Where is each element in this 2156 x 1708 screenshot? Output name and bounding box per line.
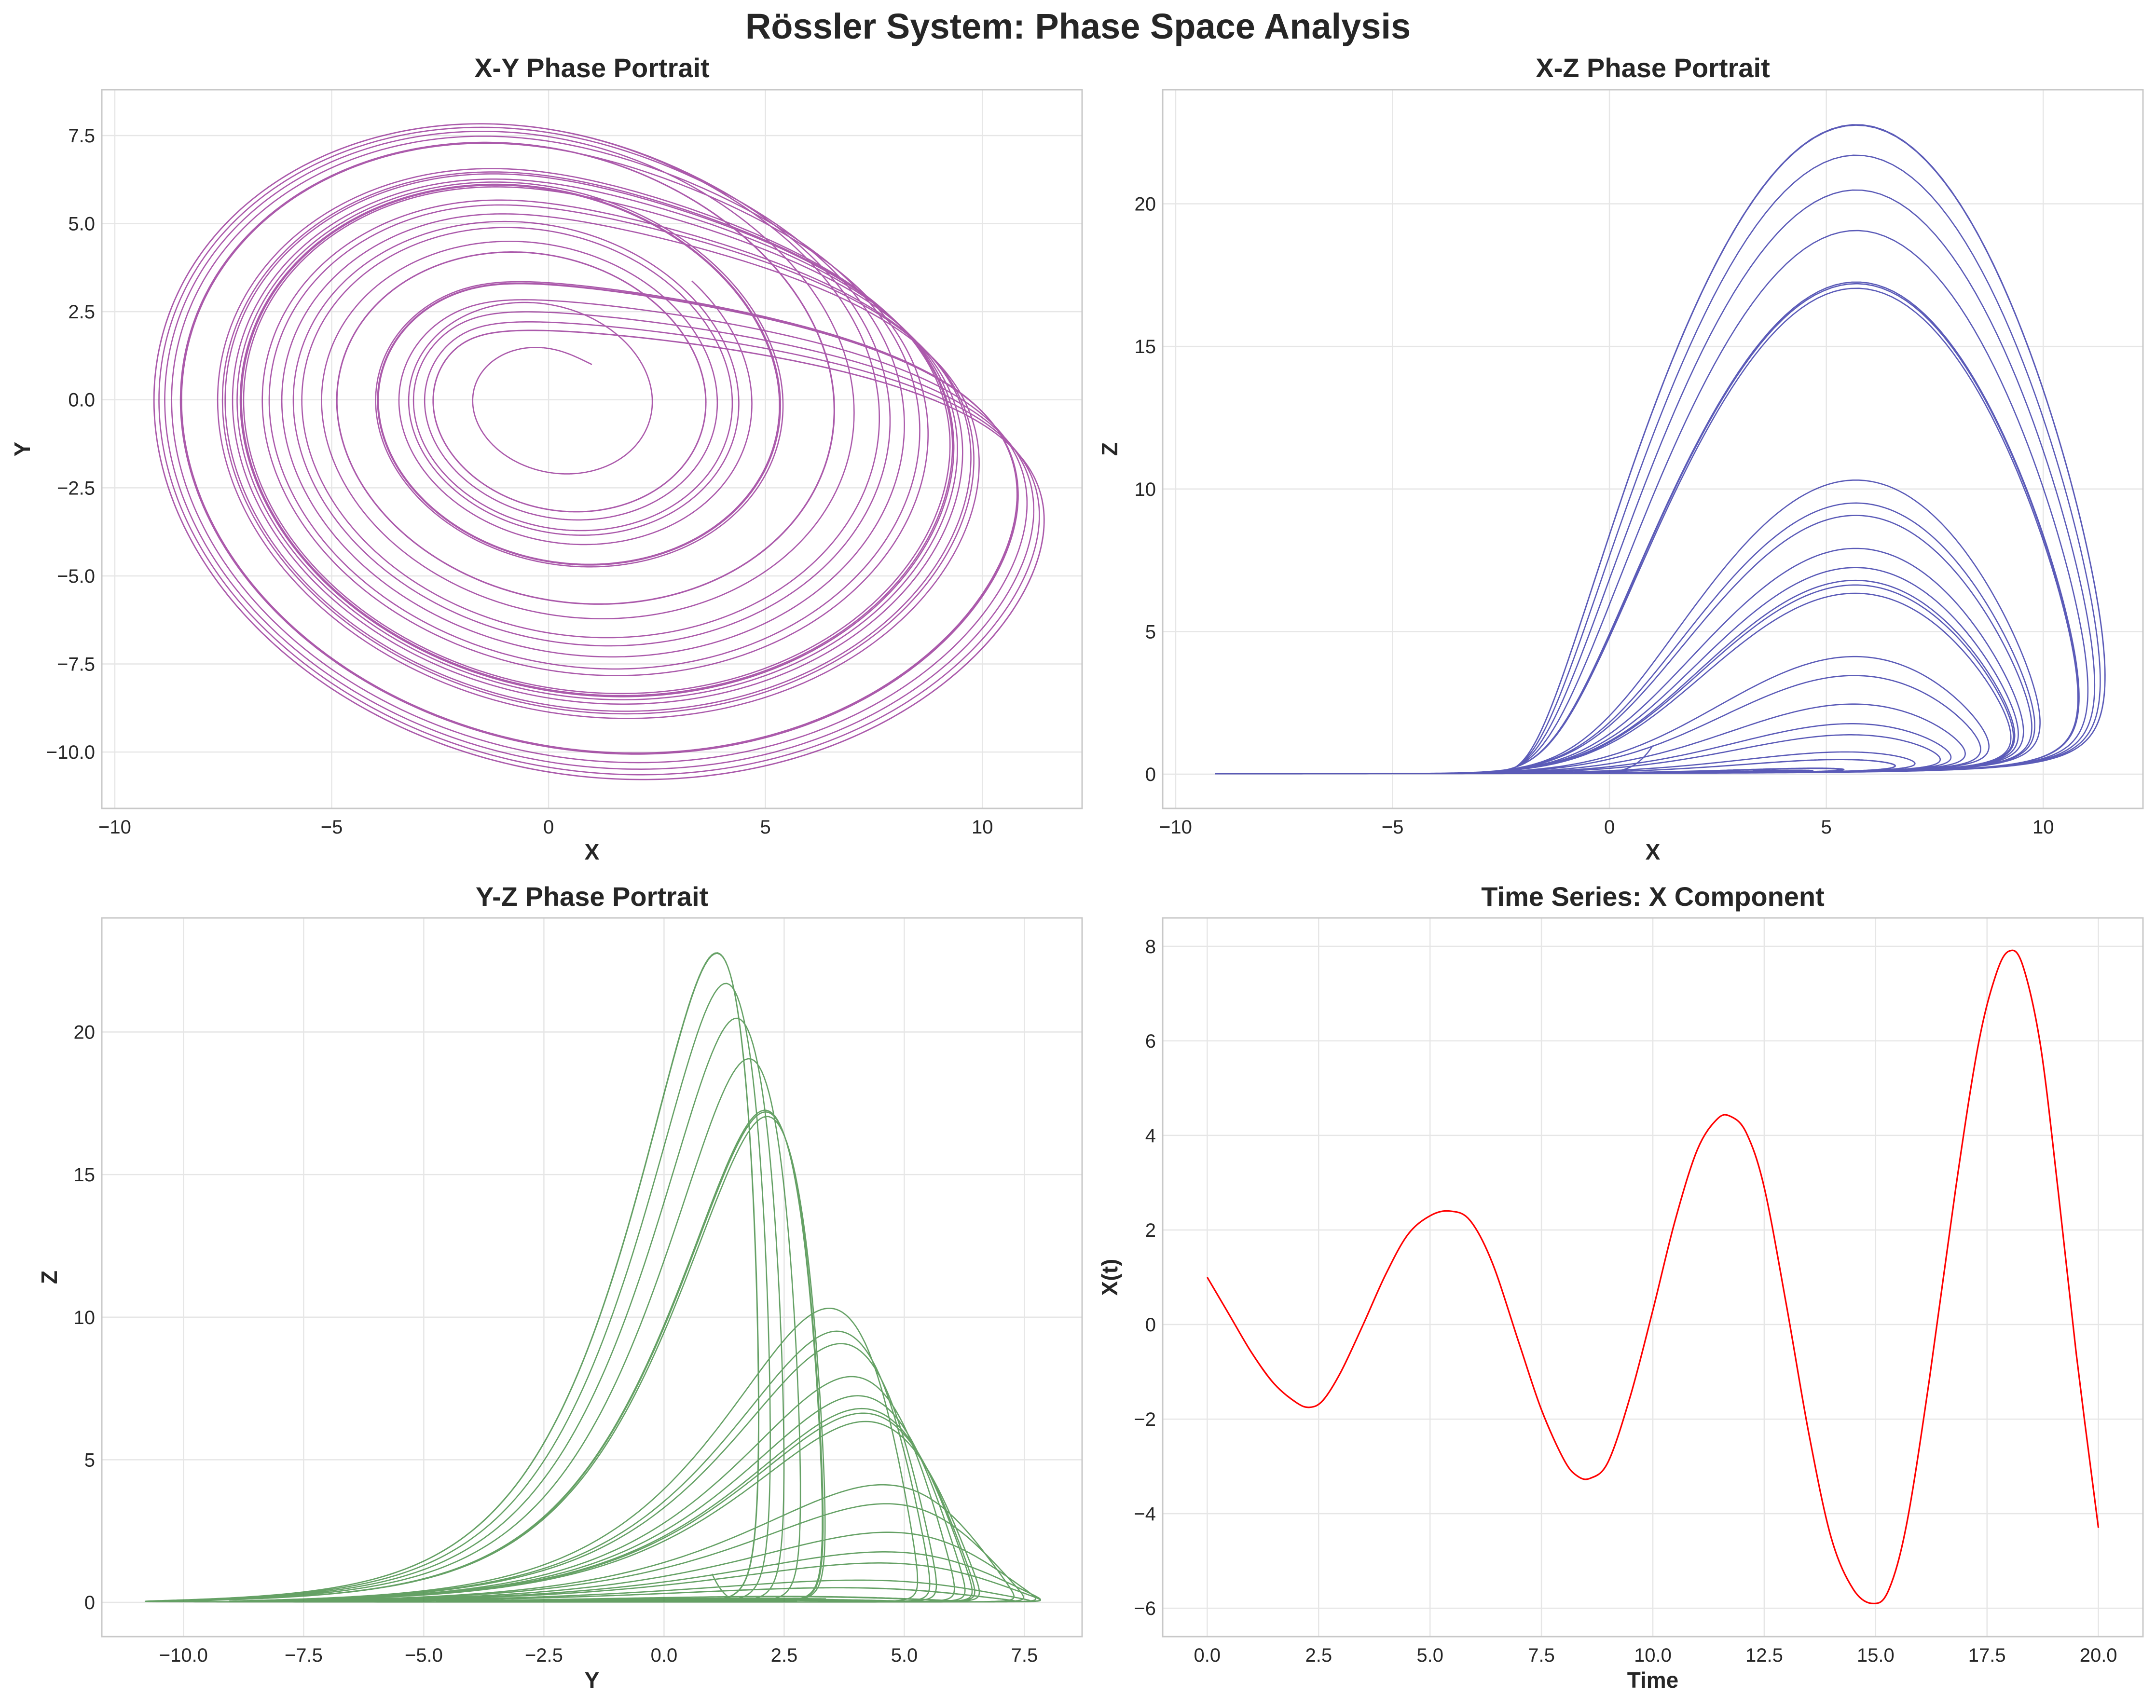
panel-xz-xlabel: X	[1646, 839, 1661, 864]
y-tick-label: −2	[1134, 1409, 1156, 1430]
panel-ts-xticks: 0.0 2.5 5.0 7.5 10.0 12.5 15.0 17.5 20.0	[1194, 1645, 2117, 1666]
y-tick-label: 6	[1145, 1031, 1156, 1052]
panel-yz-xlabel: Y	[585, 1667, 600, 1693]
x-tick-label: 12.5	[1745, 1645, 1783, 1666]
x-tick-label: 10	[972, 817, 993, 838]
y-tick-label: −4	[1134, 1503, 1156, 1525]
y-tick-label: 15	[1135, 336, 1156, 357]
x-tick-label: 7.5	[1528, 1645, 1555, 1666]
panel-xz-frame	[1162, 89, 2144, 809]
y-tick-label: 0	[1145, 1314, 1156, 1336]
y-tick-label: 0	[84, 1592, 95, 1613]
x-tick-label: 15.0	[1857, 1645, 1895, 1666]
panel-xy-xticks: −10 −5 0 5 10	[98, 817, 993, 838]
panel-xy-grid	[102, 90, 1082, 808]
x-tick-label: 2.5	[1305, 1645, 1332, 1666]
y-tick-label: 7.5	[68, 125, 95, 147]
y-tick-label: 4	[1145, 1125, 1156, 1147]
panel-xy-frame	[101, 89, 1083, 809]
panel-yz-yticks: 0 5 10 15 20	[74, 1022, 96, 1614]
x-tick-label: −10	[1159, 817, 1192, 838]
panel-xz-trajectory	[1215, 124, 2106, 775]
panel-ts-yticks: −6 −4 −2 0 2 4 6 8	[1134, 936, 1156, 1619]
x-tick-label: −5	[1382, 817, 1404, 838]
panel-xz-yticks: 0 5 10 15 20	[1135, 194, 1156, 786]
panel-yz: Y-Z Phase Portrait −10.0 −7.5 −5.0 −2.5 0.0 2…	[37, 881, 1083, 1693]
panel-ts-title: Time Series: X Component	[1481, 881, 1825, 912]
panel-yz-trajectory	[144, 952, 1041, 1603]
panel-xy-title: X-Y Phase Portrait	[474, 53, 710, 83]
x-tick-label: 20.0	[2080, 1645, 2117, 1666]
panel-xz-ylabel: Z	[1097, 442, 1122, 456]
x-tick-label: −5.0	[405, 1645, 443, 1666]
x-tick-label: −7.5	[285, 1645, 323, 1666]
x-tick-label: 10	[2032, 817, 2054, 838]
panel-ts-line	[1207, 949, 2100, 1605]
x-tick-label: −10	[98, 817, 131, 838]
x-tick-label: 2.5	[771, 1645, 798, 1666]
x-tick-label: 17.5	[1968, 1645, 2006, 1666]
panel-yz-frame	[101, 917, 1083, 1638]
y-tick-label: 0	[1145, 764, 1156, 785]
y-tick-label: 10	[74, 1307, 96, 1328]
y-tick-label: 20	[74, 1022, 96, 1043]
y-tick-label: 10	[1135, 479, 1156, 500]
panel-ts-grid	[1163, 918, 2143, 1637]
y-tick-label: 15	[74, 1164, 96, 1186]
x-tick-label: 5.0	[891, 1645, 918, 1666]
panel-ts-ylabel: X(t)	[1097, 1259, 1122, 1296]
x-tick-label: 7.5	[1011, 1645, 1038, 1666]
panel-xz-xticks: −10 −5 0 5 10	[1159, 817, 2054, 838]
panel-ts: Time Series: X Component 0.0 2.5 5.0 7.5 10.…	[1097, 881, 2144, 1693]
panel-yz-xticks: −10.0 −7.5 −5.0 −2.5 0.0 2.5 5.0 7.5	[159, 1645, 1038, 1666]
panel-xy-trajectory	[153, 123, 1045, 780]
panel-yz-grid	[102, 918, 1082, 1637]
x-tick-label: 0	[1604, 817, 1615, 838]
x-tick-label: −2.5	[525, 1645, 563, 1666]
y-tick-label: 2	[1145, 1220, 1156, 1241]
x-tick-label: 0.0	[651, 1645, 678, 1666]
y-tick-label: 20	[1135, 194, 1156, 215]
y-tick-label: 5	[1145, 621, 1156, 642]
panel-ts-xlabel: Time	[1627, 1667, 1679, 1693]
panel-yz-ylabel: Z	[37, 1271, 62, 1284]
x-tick-label: 0.0	[1194, 1645, 1221, 1666]
panel-xy-xlabel: X	[585, 839, 600, 864]
y-tick-label: −10.0	[46, 742, 95, 763]
y-tick-label: −6	[1134, 1598, 1156, 1619]
x-tick-label: −10.0	[159, 1645, 208, 1666]
x-tick-label: 5.0	[1416, 1645, 1443, 1666]
y-tick-label: −5.0	[57, 566, 95, 587]
y-tick-label: 0.0	[68, 390, 95, 411]
x-tick-label: 0	[543, 817, 554, 838]
y-tick-label: 5	[84, 1449, 95, 1471]
x-tick-label: 5	[760, 817, 771, 838]
panel-xy: X-Y Phase Portrait −10 −5 0 5 10 −10.0 −7.5 −5…	[10, 53, 1083, 864]
panel-yz-title: Y-Z Phase Portrait	[476, 881, 708, 912]
x-tick-label: 5	[1821, 817, 1832, 838]
y-tick-label: 5.0	[68, 214, 95, 235]
y-tick-label: −7.5	[57, 654, 95, 675]
panel-xz-title: X-Z Phase Portrait	[1536, 53, 1770, 83]
figure-title: Rössler System: Phase Space Analysis	[745, 6, 1411, 46]
y-tick-label: 8	[1145, 936, 1156, 957]
panel-xy-yticks: −10.0 −7.5 −5.0 −2.5 0.0 2.5 5.0 7.5	[46, 125, 95, 763]
y-tick-label: −2.5	[57, 478, 95, 499]
panel-xz-grid	[1163, 90, 2143, 808]
panel-xy-ylabel: Y	[10, 442, 35, 457]
panel-ts-frame	[1162, 917, 2144, 1638]
y-tick-label: 2.5	[68, 301, 95, 323]
x-tick-label: 10.0	[1634, 1645, 1672, 1666]
x-tick-label: −5	[321, 817, 343, 838]
